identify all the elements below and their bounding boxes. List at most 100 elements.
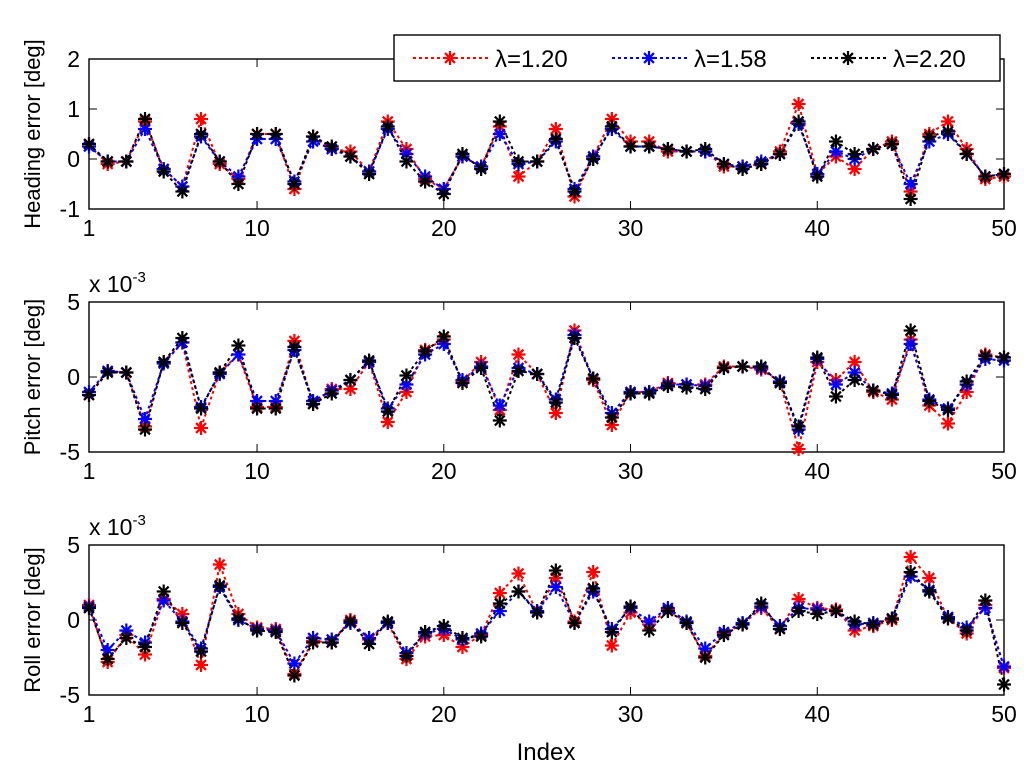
heading-data-point <box>212 154 227 169</box>
roll-data-point <box>511 566 526 581</box>
roll-data-point <box>100 652 115 666</box>
heading-data-point <box>791 97 806 111</box>
roll-data-point <box>922 571 937 585</box>
heading-data-point <box>268 127 283 141</box>
roll-y-axis-label: Roll error [deg] <box>20 547 45 693</box>
heading-data-point <box>418 174 433 189</box>
legend-label-2: λ=1.58 <box>694 46 767 73</box>
roll-data-point <box>959 623 974 638</box>
pitch-data-point <box>623 386 638 401</box>
pitch-data-point <box>604 410 619 425</box>
roll-data-point <box>623 599 638 614</box>
roll-data-point <box>530 605 545 620</box>
pitch-series-markers <box>82 323 1011 456</box>
pitch-data-point <box>212 365 227 380</box>
pitch-data-point <box>511 364 526 378</box>
roll-data-point <box>997 677 1011 692</box>
heading-error-panel: 1 10 20 30 40 50 -1 0 1 2 Heading error [deg] <box>20 39 1017 241</box>
roll-data-point <box>324 635 339 650</box>
heading-data-point <box>604 119 619 134</box>
heading-data-point <box>810 169 825 184</box>
roll-data-point <box>250 623 265 638</box>
heading-data-point <box>511 154 526 169</box>
roll-xtick-label: 20 <box>431 701 457 727</box>
roll-data-point <box>791 592 806 606</box>
pitch-data-point <box>735 359 750 374</box>
roll-data-point <box>436 619 451 633</box>
pitch-data-point <box>903 337 918 351</box>
roll-data-point <box>138 640 153 654</box>
heading-axis-ticks: 1 10 20 30 40 50 -1 0 1 2 <box>60 46 1017 241</box>
pitch-data-point <box>511 347 526 362</box>
roll-data-point <box>866 617 881 632</box>
heading-data-point <box>287 177 302 191</box>
heading-data-point <box>997 167 1011 181</box>
pitch-data-point <box>660 379 675 393</box>
pitch-data-point <box>250 401 265 416</box>
legend-box <box>393 34 1001 82</box>
roll-data-point <box>698 650 713 665</box>
roll-data-point <box>586 565 601 579</box>
roll-data-point <box>287 668 302 683</box>
roll-data-point <box>380 614 395 629</box>
pitch-data-point <box>418 344 433 359</box>
heading-data-point <box>623 139 638 154</box>
roll-data-point <box>231 611 246 626</box>
heading-ytick-label: 1 <box>67 96 80 122</box>
heading-data-point <box>175 184 190 199</box>
roll-data-point <box>997 659 1011 674</box>
pitch-xtick-label: 30 <box>618 458 644 484</box>
legend-label-3: λ=2.20 <box>893 46 966 73</box>
heading-data-point <box>455 147 470 161</box>
heading-data-point <box>194 127 209 141</box>
legend-label-1: λ=1.20 <box>495 46 568 73</box>
pitch-data-point <box>119 365 134 380</box>
heading-data-point <box>194 112 209 126</box>
roll-data-point <box>362 637 377 651</box>
pitch-ytick-label: -5 <box>60 439 80 465</box>
pitch-data-point <box>138 422 153 437</box>
roll-xtick-label: 10 <box>244 701 270 727</box>
roll-xtick-label: 1 <box>83 701 96 727</box>
roll-data-point <box>754 596 769 611</box>
roll-data-point <box>716 628 731 642</box>
heading-data-point <box>82 137 96 151</box>
pitch-data-point <box>492 413 507 428</box>
pitch-data-point <box>698 382 713 396</box>
pitch-error-panel: 1 10 20 30 40 50 -5 0 5 x 10-3 Pitch error [deg] <box>20 269 1017 484</box>
roll-data-point <box>791 604 806 618</box>
roll-xtick-label: 50 <box>991 701 1017 727</box>
pitch-data-point <box>268 401 283 416</box>
roll-data-point <box>604 625 619 639</box>
heading-data-point <box>399 154 414 169</box>
pitch-data-point <box>82 388 96 402</box>
pitch-axis-ticks: 1 10 20 30 40 50 -5 0 5 <box>60 289 1017 484</box>
roll-data-point <box>82 601 96 615</box>
roll-axis-ticks: 1 10 20 30 40 50 -5 0 5 <box>60 532 1017 727</box>
pitch-data-point <box>380 404 395 419</box>
heading-data-point <box>306 129 321 144</box>
roll-data-point <box>511 584 526 599</box>
roll-data-point <box>847 614 862 629</box>
heading-data-point <box>772 147 787 161</box>
heading-data-point <box>362 167 377 181</box>
heading-series-markers <box>82 97 1011 206</box>
heading-data-point <box>791 114 806 129</box>
roll-xtick-label: 30 <box>618 701 644 727</box>
pitch-data-point <box>847 373 862 387</box>
pitch-data-point <box>492 398 507 413</box>
heading-data-point <box>959 147 974 161</box>
pitch-data-point <box>642 386 657 401</box>
pitch-data-point <box>530 367 545 381</box>
heading-data-point <box>735 162 750 176</box>
pitch-data-point <box>436 329 451 344</box>
pitch-data-point <box>399 368 414 383</box>
roll-xtick-label: 40 <box>804 701 830 727</box>
pitch-data-point <box>287 340 302 354</box>
roll-data-point <box>828 604 843 618</box>
pitch-ytick-label: 5 <box>67 289 80 315</box>
heading-data-point <box>548 132 563 146</box>
roll-data-point <box>772 622 787 636</box>
heading-data-point <box>940 124 955 139</box>
heading-data-point <box>679 144 694 159</box>
